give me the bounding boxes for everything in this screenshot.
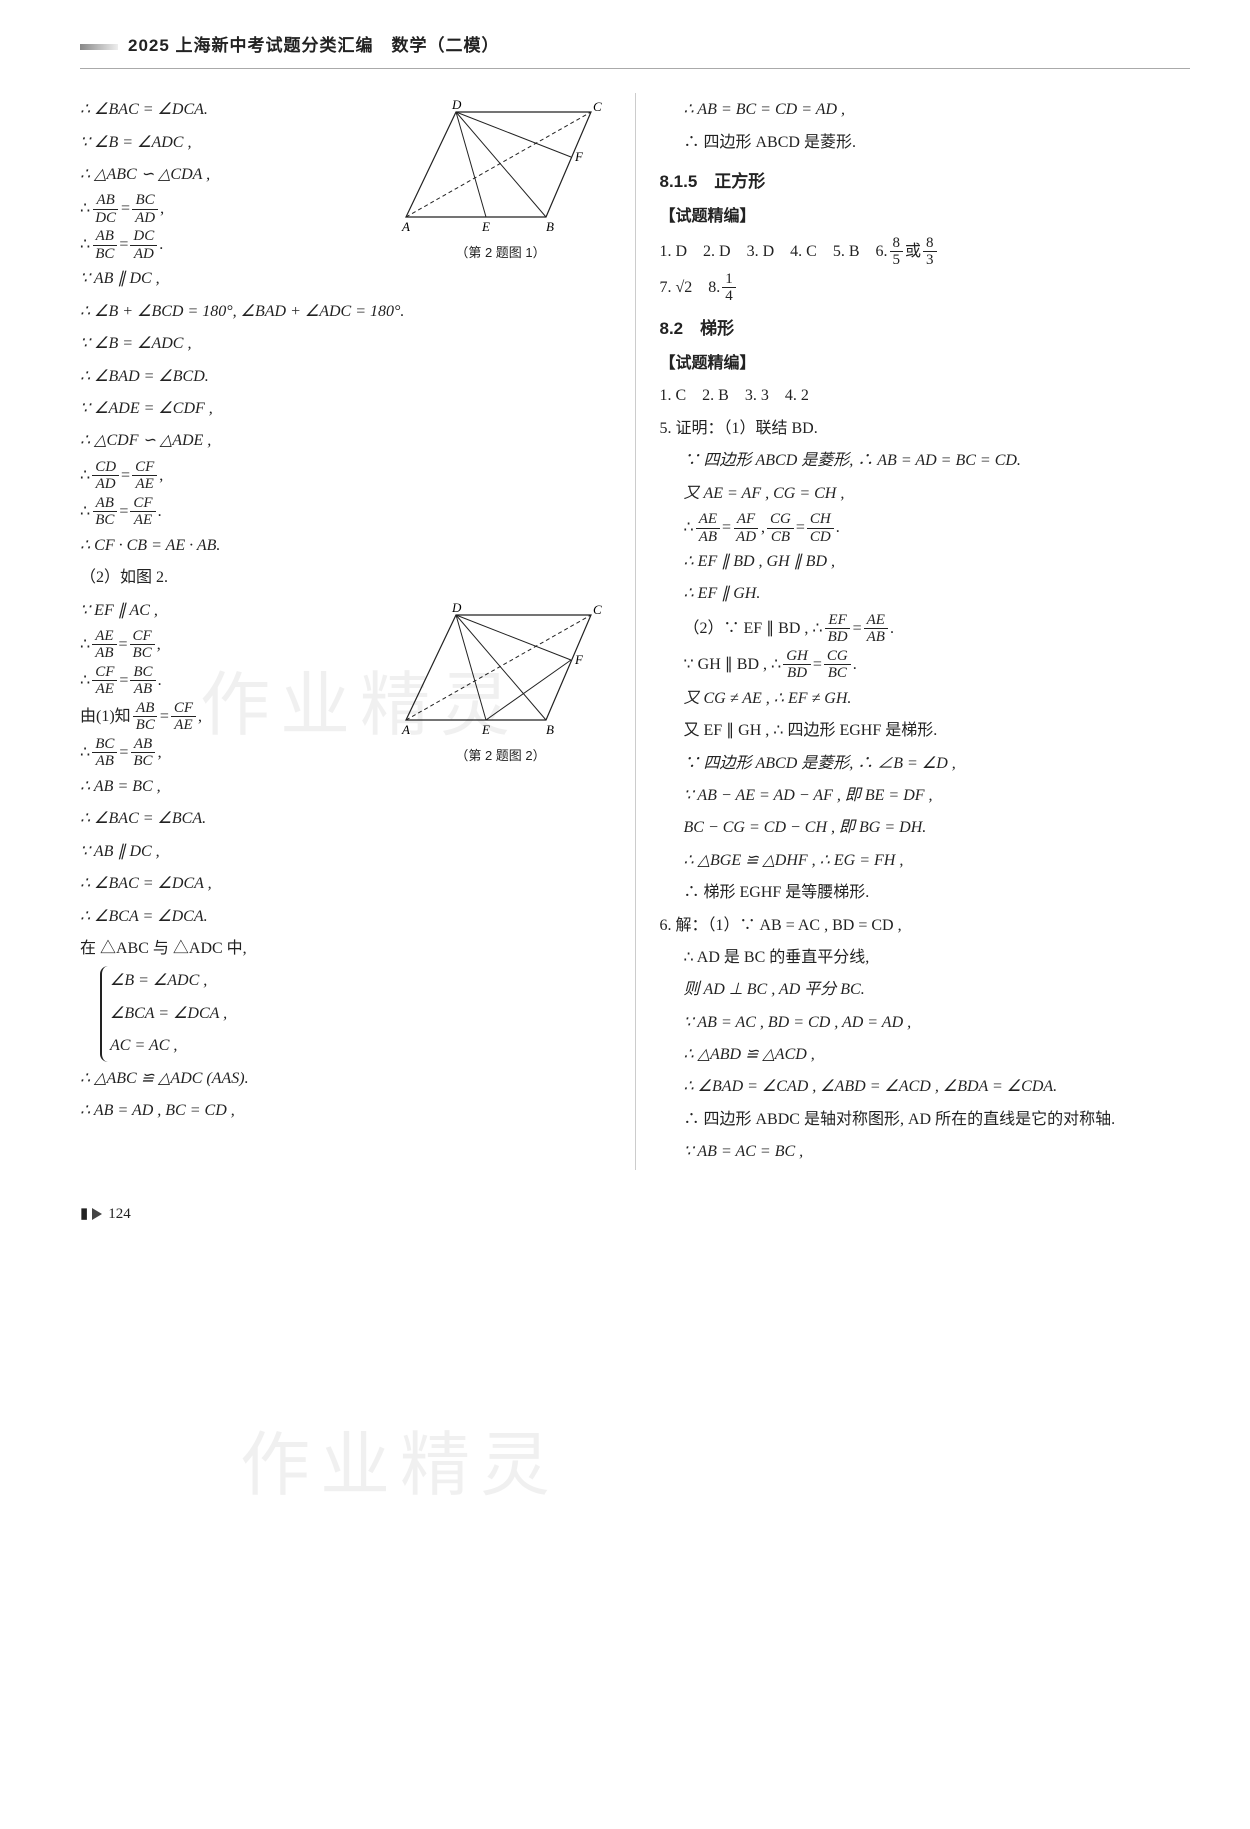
watermark: 作业精灵 bbox=[240, 1400, 560, 1533]
proof-line: ∴ CF · CB = AE · AB. bbox=[80, 531, 611, 561]
proof-line: ∴ CDAD = CFAE , bbox=[80, 459, 611, 493]
proof-line: ∴ ∠BAD = ∠CAD , ∠ABD = ∠ACD , ∠BDA = ∠CD… bbox=[660, 1072, 1191, 1102]
svg-text:F: F bbox=[574, 149, 584, 164]
proof-line: 5. 证明：（1）联结 BD. bbox=[660, 414, 1191, 444]
figure-1-caption: （第 2 题图 1） bbox=[391, 241, 611, 266]
right-column: ∴ AB = BC = CD = AD , ∴ 四边形 ABCD 是菱形. 8.… bbox=[660, 93, 1191, 1169]
proof-line: ∵ 四边形 ABCD 是菱形, ∴ AB = AD = BC = CD. bbox=[660, 446, 1191, 476]
proof-line: ∴ ∠B + ∠BCD = 180°, ∠BAD + ∠ADC = 180°. bbox=[80, 297, 611, 327]
proof-line: ∵ AB ∥ DC , bbox=[80, 837, 611, 867]
proof-line: 由(1)知 ABBC = CFAE , bbox=[80, 700, 381, 734]
proof-line: 6. 解：（1）∵ AB = AC , BD = CD , bbox=[660, 911, 1191, 941]
proof-line: ∴ AB = BC , bbox=[80, 772, 381, 802]
proof-line: ∴ △ABD ≌ △ACD , bbox=[660, 1040, 1191, 1070]
svg-text:D: D bbox=[451, 600, 462, 615]
proof-line: ∴ EF ∥ GH. bbox=[660, 579, 1191, 609]
proof-line: ∵ 四边形 ABCD 是菱形, ∴ ∠B = ∠D , bbox=[660, 749, 1191, 779]
proof-line: 则 AD ⊥ BC , AD 平分 BC. bbox=[660, 975, 1191, 1005]
figure-2: A D C B E F （第 2 题图 2） bbox=[391, 600, 611, 769]
page-number: 124 bbox=[108, 1200, 131, 1229]
proof-line: ∴ △CDF ∽ △ADE , bbox=[80, 426, 611, 456]
proof-line: ∵ ∠ADE = ∠CDF , bbox=[80, 394, 611, 424]
proof-line: ∴ CFAE = BCAB . bbox=[80, 664, 381, 698]
svg-text:C: C bbox=[593, 99, 602, 114]
proof-line: 在 △ABC 与 △ADC 中, bbox=[80, 934, 611, 964]
proof-line: 又 AE = AF , CG = CH , bbox=[660, 479, 1191, 509]
page-header: 2025 上海新中考试题分类汇编 数学（二模） bbox=[80, 30, 1190, 69]
svg-text:E: E bbox=[481, 722, 490, 737]
answer-line: 1. D 2. D 3. D 4. C 5. B 6. 85 或 83 bbox=[660, 235, 1191, 269]
answer-line: 7. √2 8. 14 bbox=[660, 271, 1191, 305]
proof-line: （2）∵ EF ∥ BD , ∴ EFBD = AEAB . bbox=[660, 612, 1191, 646]
proof-line: （2）如图 2. bbox=[80, 563, 611, 593]
proof-line: ∠B = ∠ADC , bbox=[110, 966, 611, 996]
proof-line: ∴ 四边形 ABDC 是轴对称图形, AD 所在的直线是它的对称轴. bbox=[660, 1105, 1191, 1135]
left-column: A D C B E F （第 2 题图 1） ∴ ∠BAC = ∠DCA. ∵ … bbox=[80, 93, 611, 1169]
proof-line: ∴ 梯形 EGHF 是等腰梯形. bbox=[660, 878, 1191, 908]
proof-line: ∵ AB = AC , BD = CD , AD = AD , bbox=[660, 1008, 1191, 1038]
proof-line: ∵ AB = AC = BC , bbox=[660, 1137, 1191, 1167]
figure-1: A D C B E F （第 2 题图 1） bbox=[391, 97, 611, 266]
figure-2-caption: （第 2 题图 2） bbox=[391, 744, 611, 769]
svg-text:A: A bbox=[401, 722, 410, 737]
svg-text:E: E bbox=[481, 219, 490, 234]
svg-text:A: A bbox=[401, 219, 410, 234]
proof-line: ∵ ∠B = ∠ADC , bbox=[80, 128, 381, 158]
proof-line: ∴ 四边形 ABCD 是菱形. bbox=[660, 128, 1191, 158]
svg-text:D: D bbox=[451, 97, 462, 112]
proof-line: ∴ ∠BAC = ∠DCA , bbox=[80, 869, 611, 899]
proof-line: ∵ ∠B = ∠ADC , bbox=[80, 329, 611, 359]
proof-line: ∴ BCAB = ABBC , bbox=[80, 736, 381, 770]
proof-line: AC = AC , bbox=[110, 1031, 611, 1061]
proof-line: BC − CG = CD − CH , 即 BG = DH. bbox=[660, 813, 1191, 843]
section-815: 8.1.5 正方形 bbox=[660, 166, 1191, 198]
answer-line: 1. C 2. B 3. 3 4. 2 bbox=[660, 381, 1191, 411]
subsection-label: 【试题精编】 bbox=[660, 349, 1191, 379]
proof-line: ∠BCA = ∠DCA , bbox=[110, 999, 611, 1029]
column-divider bbox=[635, 93, 636, 1169]
svg-text:C: C bbox=[593, 602, 602, 617]
proof-line: ∴ ∠BAC = ∠BCA. bbox=[80, 804, 611, 834]
svg-text:F: F bbox=[574, 652, 584, 667]
proof-line: ∴ △ABC ≌ △ADC (AAS). bbox=[80, 1064, 611, 1094]
subsection-label: 【试题精编】 bbox=[660, 202, 1191, 232]
proof-line: ∴ △ABC ∽ △CDA , bbox=[80, 160, 381, 190]
proof-line: ∵ AB − AE = AD − AF , 即 BE = DF , bbox=[660, 781, 1191, 811]
proof-line: ∵ EF ∥ AC , bbox=[80, 596, 381, 626]
proof-line: ∴ AB = BC = CD = AD , bbox=[660, 95, 1191, 125]
proof-line: 又 EF ∥ GH , ∴ 四边形 EGHF 是梯形. bbox=[660, 716, 1191, 746]
proof-line: ∴ ∠BAC = ∠DCA. bbox=[80, 95, 381, 125]
proof-line: ∴ ABBC = DCAD . bbox=[80, 228, 381, 262]
proof-line: ∴ AEAB = CFBC , bbox=[80, 628, 381, 662]
svg-text:B: B bbox=[546, 722, 554, 737]
proof-line: ∴ AB = AD , BC = CD , bbox=[80, 1096, 611, 1126]
proof-line: ∴ AD 是 BC 的垂直平分线, bbox=[660, 943, 1191, 973]
page-footer: ▮ 124 bbox=[80, 1200, 1190, 1229]
proof-line: ∴ AEAB = AFAD , CGCB = CHCD . bbox=[660, 511, 1191, 545]
proof-line: ∴ △BGE ≌ △DHF , ∴ EG = FH , bbox=[660, 846, 1191, 876]
proof-line: 又 CG ≠ AE , ∴ EF ≠ GH. bbox=[660, 684, 1191, 714]
proof-line: ∴ ∠BAD = ∠BCD. bbox=[80, 362, 611, 392]
proof-line: ∵ GH ∥ BD , ∴ GHBD = CGBC . bbox=[660, 648, 1191, 682]
proof-line: ∴ ABDC = BCAD , bbox=[80, 192, 381, 226]
proof-line: ∴ EF ∥ BD , GH ∥ BD , bbox=[660, 547, 1191, 577]
section-82: 8.2 梯形 bbox=[660, 313, 1191, 345]
svg-text:B: B bbox=[546, 219, 554, 234]
proof-line: ∵ AB ∥ DC , bbox=[80, 264, 381, 294]
proof-line: ∴ ∠BCA = ∠DCA. bbox=[80, 902, 611, 932]
header-text: 2025 上海新中考试题分类汇编 数学（二模） bbox=[128, 36, 500, 55]
proof-line: ∴ ABBC = CFAE . bbox=[80, 495, 611, 529]
